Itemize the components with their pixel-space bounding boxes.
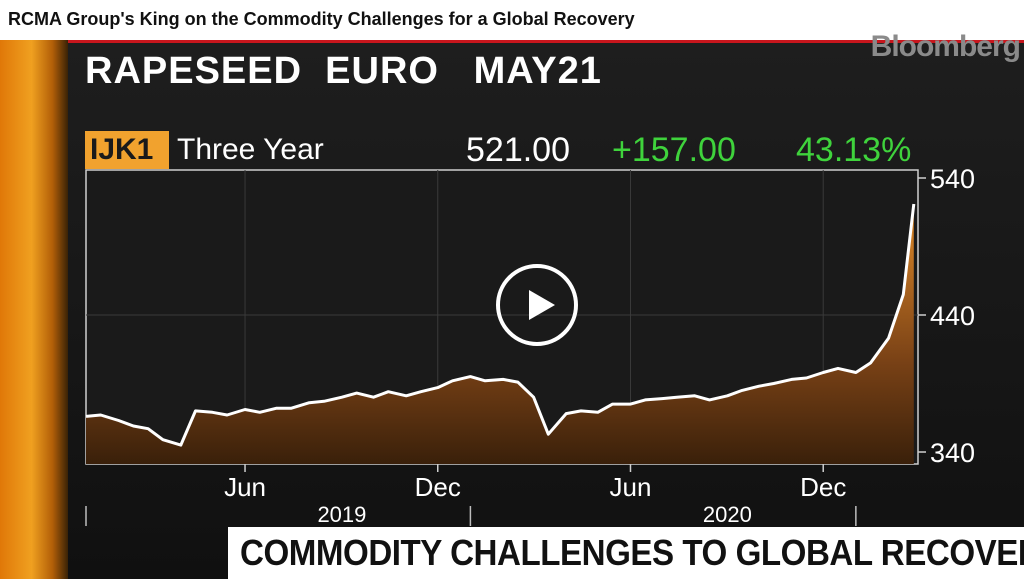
year-label: 2020 <box>703 502 752 527</box>
x-tick-label: Jun <box>224 472 266 502</box>
y-tick-label: 440 <box>930 301 975 331</box>
net-change: +157.00 <box>612 131 736 169</box>
left-background-glow <box>0 0 70 579</box>
instrument-title: RAPESEED EURO MAY21 <box>85 50 602 92</box>
ticker-label: IJK1 <box>90 133 154 166</box>
x-tick-label: Dec <box>800 472 846 502</box>
ticker-badge: IJK1 <box>85 131 169 169</box>
video-title: RCMA Group's King on the Commodity Chall… <box>8 9 635 29</box>
bloomberg-logo: Bloomberg <box>870 30 1021 63</box>
red-divider <box>68 40 1024 43</box>
x-tick-label: Dec <box>415 472 461 502</box>
period-label: Three Year <box>177 133 324 166</box>
x-tick-label: Jun <box>610 472 652 502</box>
y-tick-label: 540 <box>930 164 975 194</box>
video-title-bar: RCMA Group's King on the Commodity Chall… <box>0 0 1024 40</box>
price-line <box>85 203 916 447</box>
lower-third-headline: COMMODITY CHALLENGES TO GLOBAL RECOVERY <box>240 532 1024 573</box>
year-label: 2019 <box>317 502 366 527</box>
lower-third-banner: COMMODITY CHALLENGES TO GLOBAL RECOVERY <box>228 527 1024 579</box>
last-price: 521.00 <box>466 131 570 169</box>
play-button[interactable] <box>496 264 578 346</box>
y-tick-label: 340 <box>930 438 975 468</box>
price-area <box>86 204 914 464</box>
percent-change: 43.13% <box>796 131 912 169</box>
